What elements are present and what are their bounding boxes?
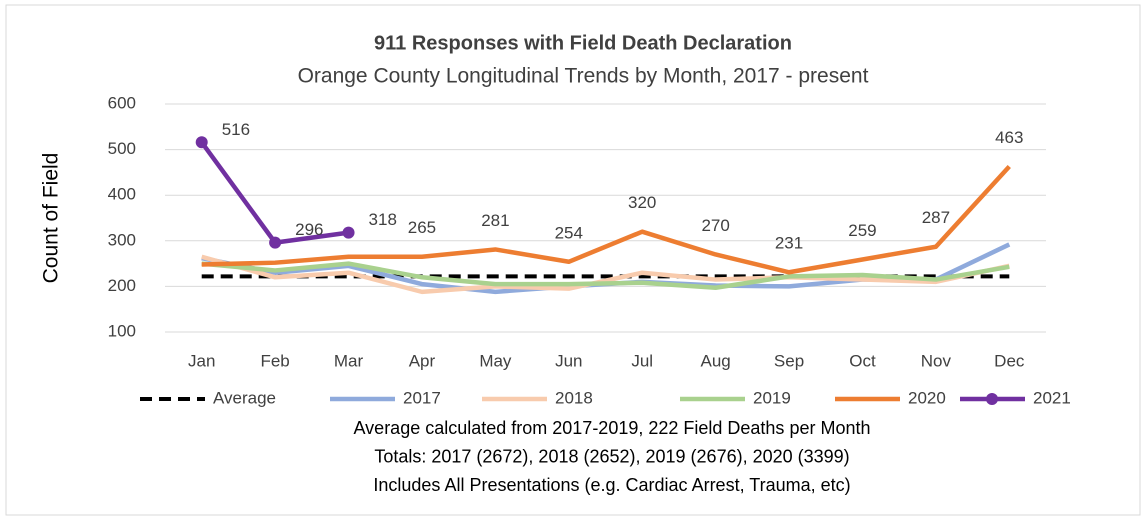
legend-label: 2021 bbox=[1033, 388, 1071, 407]
data-label: 287 bbox=[922, 208, 950, 227]
chart-title: 911 Responses with Field Death Declarati… bbox=[374, 32, 792, 54]
point-marker bbox=[342, 226, 355, 239]
y-tick-label: 100 bbox=[108, 321, 136, 340]
y-tick-label: 600 bbox=[108, 93, 136, 112]
chart-subtitle: Orange County Longitudinal Trends by Mon… bbox=[298, 65, 869, 88]
y-tick-label: 400 bbox=[108, 185, 136, 204]
x-tick-label: Nov bbox=[921, 351, 952, 370]
data-label: 265 bbox=[408, 218, 436, 237]
y-axis-title: Count of Field bbox=[40, 153, 63, 284]
note: Average calculated from 2017-2019, 222 F… bbox=[354, 418, 871, 438]
data-label: 463 bbox=[995, 128, 1023, 147]
y-tick-label: 500 bbox=[108, 139, 136, 158]
x-tick-label: Jan bbox=[188, 351, 215, 370]
legend-label: 2017 bbox=[403, 388, 441, 407]
note: Totals: 2017 (2672), 2018 (2652), 2019 (… bbox=[374, 446, 849, 466]
note: Includes All Presentations (e.g. Cardiac… bbox=[373, 475, 850, 495]
y-tick-label: 300 bbox=[108, 230, 136, 249]
legend-label: 2020 bbox=[908, 388, 946, 407]
data-label: 254 bbox=[555, 223, 583, 242]
x-tick-label: Mar bbox=[334, 351, 364, 370]
legend-label: 2018 bbox=[555, 388, 593, 407]
point-marker bbox=[195, 136, 208, 149]
x-tick-label: Feb bbox=[260, 351, 289, 370]
data-label: 318 bbox=[369, 210, 397, 229]
x-tick-label: Oct bbox=[849, 351, 876, 370]
x-tick-label: Jul bbox=[631, 351, 653, 370]
x-tick-label: May bbox=[479, 351, 512, 370]
data-label: 296 bbox=[295, 220, 323, 239]
series-line bbox=[201, 254, 1010, 295]
data-label: 320 bbox=[628, 193, 656, 212]
legend-label: Average bbox=[213, 388, 276, 407]
legend-marker bbox=[986, 393, 998, 405]
data-label: 516 bbox=[222, 120, 250, 139]
x-tick-label: Aug bbox=[701, 351, 731, 370]
y-tick-label: 200 bbox=[108, 276, 136, 295]
x-tick-label: Jun bbox=[555, 351, 582, 370]
data-label: 270 bbox=[701, 216, 729, 235]
x-tick-label: Dec bbox=[994, 351, 1025, 370]
x-tick-label: Apr bbox=[409, 351, 436, 370]
x-tick-label: Sep bbox=[774, 351, 804, 370]
data-label: 259 bbox=[848, 221, 876, 240]
data-label: 231 bbox=[775, 234, 803, 253]
series-line bbox=[201, 261, 1010, 291]
data-label: 281 bbox=[481, 211, 509, 230]
point-marker bbox=[269, 236, 282, 249]
legend-label: 2019 bbox=[753, 388, 791, 407]
series-line bbox=[201, 164, 1011, 275]
